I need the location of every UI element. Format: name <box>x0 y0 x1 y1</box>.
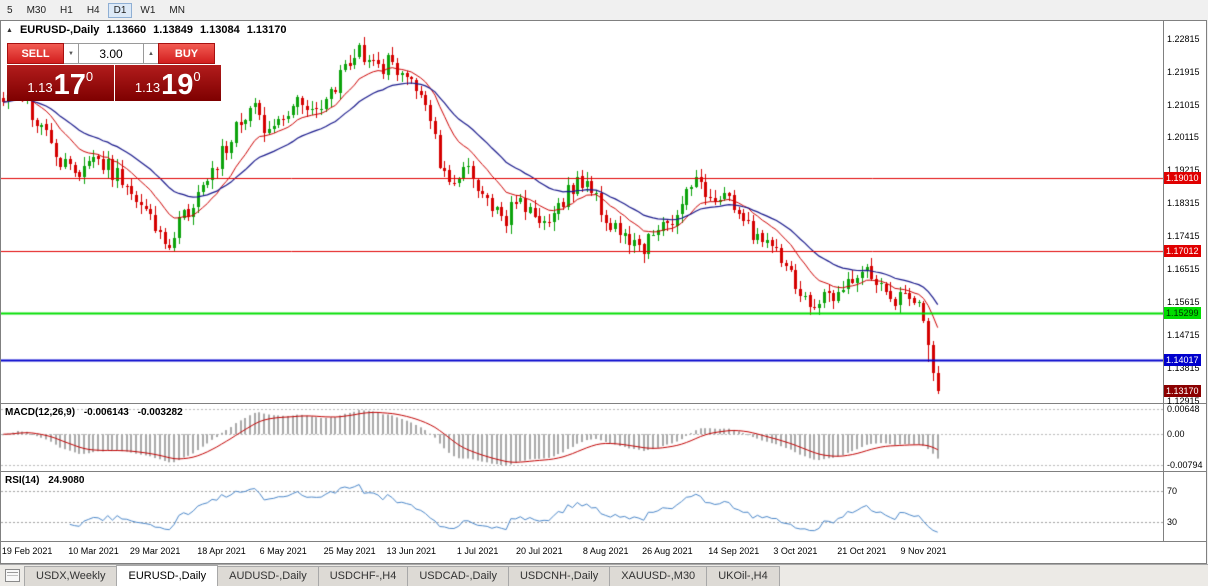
time-axis-label: 25 May 2021 <box>323 546 376 556</box>
price-level-badge: 1.19010 <box>1164 171 1201 184</box>
chart-tab-bar: USDX,Weekly EURUSD-,Daily AUDUSD-,Daily … <box>0 564 1208 586</box>
sell-price-prefix: 1.13 <box>27 80 53 95</box>
time-axis: 19 Feb 2021 10 Mar 2021 29 Mar 2021 18 Apr … <box>1 542 1163 562</box>
price-axis-tick: 1.19215 <box>1167 165 1200 176</box>
tab-ukoil-h4[interactable]: UKOil-,H4 <box>706 566 780 586</box>
time-axis-label: 20 Jul 2021 <box>516 546 563 556</box>
time-axis-label: 1 Jul 2021 <box>456 546 499 556</box>
price-axis-tick: 1.22815 <box>1167 33 1200 44</box>
timeframe-d1-button[interactable]: D1 <box>107 2 133 18</box>
macd-label: MACD(12,26,9) -0.006143 -0.003282 <box>5 407 189 418</box>
time-axis-label: 29 Mar 2021 <box>129 546 181 556</box>
sell-price-display[interactable]: 1.13 17 0 <box>7 65 114 101</box>
ohlc-high: 1.13849 <box>153 24 193 36</box>
time-axis-label: 8 Aug 2021 <box>582 546 629 556</box>
price-axis-tick: 1.13815 <box>1167 362 1200 373</box>
tab-eurusd-daily[interactable]: EURUSD-,Daily <box>116 565 219 586</box>
macd-axis-tick: -0.00794 <box>1167 459 1203 470</box>
time-axis-label: 14 Sep 2021 <box>708 546 760 556</box>
macd-value-signal: -0.003282 <box>137 407 183 418</box>
time-axis-label: 10 Mar 2021 <box>68 546 119 556</box>
tab-usdx-weekly[interactable]: USDX,Weekly <box>24 566 118 586</box>
price-axis-tick: 1.21015 <box>1167 99 1200 110</box>
volume-input[interactable] <box>78 43 144 64</box>
rsi-axis-tick: 70 <box>1167 486 1178 497</box>
chevron-up-icon: ▲ <box>148 50 154 57</box>
rsi-axis-tick: 30 <box>1167 516 1178 527</box>
current-price-badge: 1.13170 <box>1164 385 1201 398</box>
price-level-badge: 1.15299 <box>1164 307 1201 320</box>
timeframe-h1-button[interactable]: H1 <box>54 3 79 18</box>
time-axis-label: 3 Oct 2021 <box>773 546 818 556</box>
price-level-badge: 1.14017 <box>1164 354 1201 367</box>
macd-axis: 0.00648 0.00 -0.00794 <box>1164 404 1206 471</box>
chevron-down-icon: ▼ <box>68 50 74 57</box>
time-axis-label: 21 Oct 2021 <box>837 546 887 556</box>
chart-window: ▲ EURUSD-,Daily 1.13660 1.13849 1.13084 … <box>0 20 1207 564</box>
macd-name: MACD(12,26,9) <box>5 407 76 418</box>
volume-decrease-button[interactable]: ▼ <box>64 43 78 64</box>
buy-price-big-digits: 19 <box>161 68 194 101</box>
rsi-indicator-canvas[interactable] <box>1 472 1163 541</box>
timeframe-h4-button[interactable]: H4 <box>81 3 106 18</box>
trade-prices-row: 1.13 17 0 1.13 19 0 <box>7 65 221 101</box>
buy-price-pip-digit: 0 <box>193 69 201 84</box>
tab-usdcad-daily[interactable]: USDCAD-,Daily <box>407 566 509 586</box>
price-level-badge: 1.17012 <box>1164 244 1201 257</box>
macd-value-main: -0.006143 <box>83 407 129 418</box>
window-list-icon <box>5 569 20 582</box>
timeframe-toolbar: 5 M30 H1 H4 D1 W1 MN <box>0 0 1208 20</box>
chart-title: EURUSD-,Daily <box>19 24 100 36</box>
timeframe-w1-button[interactable]: W1 <box>134 3 161 18</box>
rsi-value: 24.9080 <box>48 475 85 486</box>
ohlc-open: 1.13660 <box>106 24 147 36</box>
ohlc-low: 1.13084 <box>199 24 240 36</box>
buy-price-display[interactable]: 1.13 19 0 <box>114 65 221 101</box>
time-axis-label: 26 Aug 2021 <box>642 546 693 556</box>
pane-separator <box>1 471 1206 472</box>
collapse-icon: ▲ <box>6 26 13 34</box>
timeframe-mn-button[interactable]: MN <box>163 3 191 18</box>
ohlc-close: 1.13170 <box>246 24 287 36</box>
buy-button[interactable]: BUY <box>158 43 215 64</box>
time-axis-label: 13 Jun 2021 <box>386 546 437 556</box>
macd-axis-tick: 0.00 <box>1167 429 1185 440</box>
time-axis-label: 9 Nov 2021 <box>900 546 947 556</box>
rsi-label: RSI(14) 24.9080 <box>5 475 90 486</box>
price-axis-tick: 1.12915 <box>1167 395 1200 406</box>
price-axis-tick: 1.16515 <box>1167 264 1200 275</box>
tab-xauusd-m30[interactable]: XAUUSD-,M30 <box>609 566 708 586</box>
pane-separator <box>1 403 1206 404</box>
one-click-trading-panel: SELL ▼ ▲ BUY 1.13 17 0 1.13 19 <box>7 43 221 101</box>
price-axis-tick: 1.17415 <box>1167 231 1200 242</box>
tab-usdcnh-daily[interactable]: USDCNH-,Daily <box>507 566 611 586</box>
sell-button[interactable]: SELL <box>7 43 64 64</box>
time-axis-label: 6 May 2021 <box>259 546 307 556</box>
timeframe-m5-button[interactable]: 5 <box>1 3 19 18</box>
trade-controls-row: SELL ▼ ▲ BUY <box>7 43 221 64</box>
price-axis-tick: 1.15615 <box>1167 296 1200 307</box>
time-axis-label: 19 Feb 2021 <box>1 546 53 556</box>
buy-price-prefix: 1.13 <box>134 80 161 95</box>
rsi-axis: 70 30 <box>1164 472 1206 541</box>
time-axis-label: 18 Apr 2021 <box>197 546 246 556</box>
price-axis: 1.22815 1.21915 1.21015 1.20115 1.19215 1.183… <box>1164 21 1206 406</box>
macd-axis-tick: 0.00648 <box>1167 404 1200 415</box>
tab-usdchf-h4[interactable]: USDCHF-,H4 <box>317 566 409 586</box>
tab-audusd-daily[interactable]: AUDUSD-,Daily <box>217 566 319 586</box>
axis-separator <box>1163 21 1164 542</box>
timeframe-m30-button[interactable]: M30 <box>21 3 52 18</box>
rsi-name: RSI(14) <box>5 475 40 486</box>
volume-increase-button[interactable]: ▲ <box>144 43 158 64</box>
macd-indicator-canvas[interactable] <box>1 404 1163 471</box>
sell-price-pip-digit: 0 <box>85 69 94 84</box>
price-axis-tick: 1.18315 <box>1167 198 1200 209</box>
price-axis-tick: 1.14715 <box>1167 329 1200 340</box>
price-axis-tick: 1.21915 <box>1167 66 1200 77</box>
price-axis-tick: 1.20115 <box>1167 132 1199 143</box>
chart-header: ▲ EURUSD-,Daily 1.13660 1.13849 1.13084 … <box>6 24 293 36</box>
pane-separator <box>1 541 1206 542</box>
sell-price-big-digits: 17 <box>53 68 86 101</box>
